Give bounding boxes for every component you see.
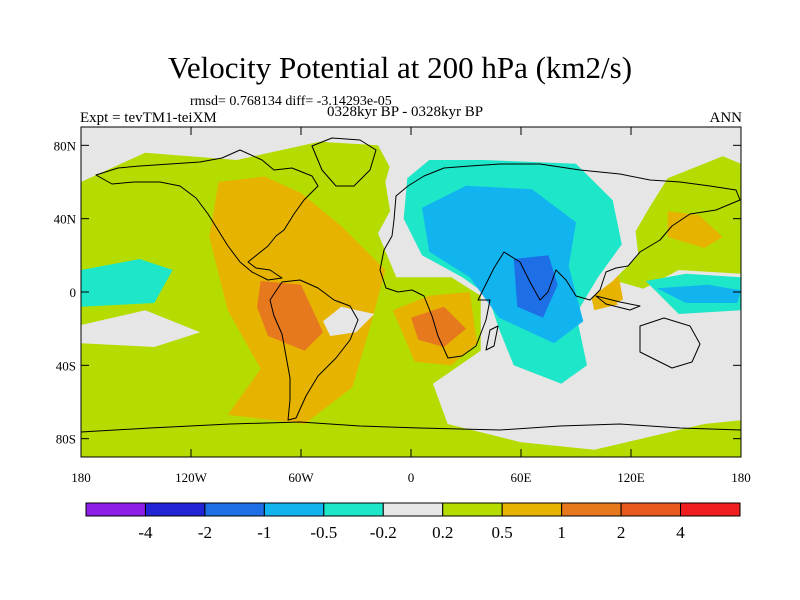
coast-south-america — [269, 279, 359, 421]
x-tick-label-5: 120E — [617, 470, 645, 485]
y-tick-label-1: 40N — [54, 212, 77, 227]
colorbar-box-8 — [561, 502, 622, 517]
x-tick-label-6: 180 — [731, 470, 751, 485]
y-tick-label-4: 80S — [56, 432, 76, 447]
colorbar-label-7: 1 — [557, 523, 566, 542]
colorbar-label-9: 4 — [676, 523, 685, 542]
colorbar-label-1: -2 — [198, 523, 212, 542]
season-label: ANN — [709, 110, 743, 126]
chart-title: Velocity Potential at 200 hPa (km2/s) — [167, 50, 633, 85]
contour-region-12 — [81, 259, 173, 307]
y-tick-label-0: 80N — [54, 138, 77, 153]
colorbar-label-5: 0.2 — [432, 523, 453, 542]
colorbar-box-5 — [382, 502, 444, 517]
colorbar: -4 -2 -1 -0.5 -0.2 0.2 0.5 1 2 4 — [85, 502, 741, 542]
x-tick-label-3: 0 — [408, 470, 415, 485]
y-tick-label-3: 40S — [56, 358, 76, 373]
colorbar-label-8: 2 — [617, 523, 626, 542]
coast-north-america — [95, 149, 319, 281]
contour-fills — [81, 127, 741, 457]
coast-indonesia — [595, 295, 641, 311]
stats-line: rmsd= 0.768134 diff= -3.14293e-05 — [190, 94, 392, 109]
colorbar-box-10 — [680, 502, 741, 517]
contour-region-7 — [411, 306, 466, 347]
colorbar-label-4: -0.2 — [370, 523, 397, 542]
coastlines — [81, 137, 741, 433]
colorbar-box-4 — [323, 502, 384, 517]
period-label: 0328kyr BP - 0328kyr BP — [326, 104, 484, 120]
colorbar-box-6 — [442, 502, 503, 517]
coast-eurasia-africa — [379, 163, 741, 359]
x-tick-label-1: 120W — [175, 470, 208, 485]
contour-region-9 — [323, 306, 375, 336]
colorbar-label-2: -1 — [257, 523, 271, 542]
coast-antarctica — [81, 421, 741, 433]
x-tick-label-4: 60E — [511, 470, 532, 485]
colorbar-label-6: 0.5 — [492, 523, 513, 542]
colorbar-label-3: -0.5 — [310, 523, 337, 542]
colorbar-box-1 — [144, 502, 206, 517]
colorbar-box-3 — [263, 502, 325, 517]
colorbar-box-0 — [85, 502, 146, 517]
colorbar-box-2 — [204, 502, 265, 517]
y-tick-label-2: 0 — [70, 285, 77, 300]
contour-region-4 — [667, 211, 723, 248]
x-tick-label-2: 60W — [288, 470, 314, 485]
coast-australia — [639, 317, 701, 369]
x-tick-label-0: 180 — [71, 470, 91, 485]
contour-region-8 — [81, 310, 201, 347]
contour-region-16 — [656, 284, 741, 303]
experiment-label: Expt = tevTM1-teiXM — [80, 110, 217, 126]
coast-greenland — [311, 137, 377, 187]
contour-region-6 — [257, 281, 323, 351]
coast-madagascar — [485, 325, 499, 351]
colorbar-box-9 — [620, 502, 682, 517]
axis-ticks: 180 120W 60W 0 60E 120E 180 80N 40N 0 40S 80S — [54, 127, 751, 485]
colorbar-label-0: -4 — [138, 523, 153, 542]
colorbar-box-7 — [501, 502, 563, 517]
